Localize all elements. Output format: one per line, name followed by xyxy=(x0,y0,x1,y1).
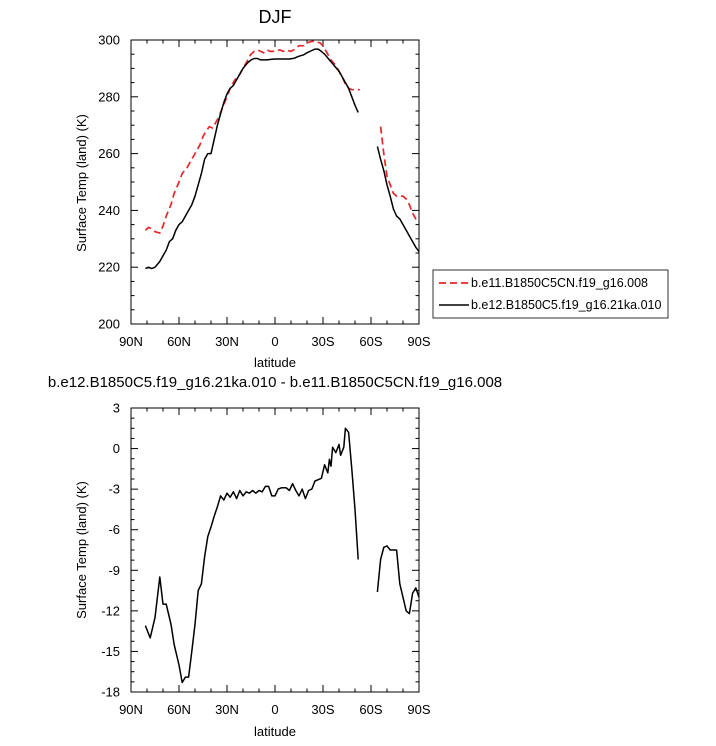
bottom-series-1-line xyxy=(376,545,420,615)
top-y-tick-label: 220 xyxy=(98,260,120,275)
top-x-tick-label: 60N xyxy=(167,334,191,349)
bottom-x-tick-label: 60S xyxy=(359,702,382,717)
bottom-y-tick-label: -3 xyxy=(108,482,120,497)
legend-label-series-1: b.e11.B1850C5CN.f19_g16.008 xyxy=(471,276,648,290)
top-x-tick-label: 30S xyxy=(311,334,334,349)
top-x-tick-label: 90N xyxy=(119,334,143,349)
top-chart-title: DJF xyxy=(259,7,292,27)
top-x-tick-label: 0 xyxy=(271,334,278,349)
top-y-tick-label: 280 xyxy=(98,89,120,104)
top-x-axis-label: latitude xyxy=(254,355,296,370)
legend-box xyxy=(432,269,669,319)
top-y-tick-label: 300 xyxy=(98,33,120,48)
top-x-tick-label: 60S xyxy=(359,334,382,349)
bottom-y-tick-label: -18 xyxy=(101,685,120,700)
bottom-series-1-line xyxy=(144,427,359,684)
top-panel: DJF Surface Temp (land) (K) latitude 90N… xyxy=(74,7,431,370)
legend: b.e11.B1850C5CN.f19_g16.008 b.e12.B1850C… xyxy=(432,269,669,319)
bottom-plot-frame xyxy=(130,407,420,693)
top-series-1-line xyxy=(379,126,420,222)
top-y-tick-label: 260 xyxy=(98,146,120,161)
bottom-panel: b.e12.B1850C5.f19_g16.21ka.010 - b.e11.B… xyxy=(48,374,502,739)
bottom-x-tick-label: 90S xyxy=(407,702,430,717)
bottom-y-axis-label: Surface Temp (land) (K) xyxy=(74,481,89,619)
top-x-tick-label: 90S xyxy=(407,334,430,349)
top-x-tick-label: 30N xyxy=(215,334,239,349)
bottom-x-tick-label: 90N xyxy=(119,702,143,717)
bottom-y-tick-label: -15 xyxy=(101,644,120,659)
bottom-x-tick-label: 30N xyxy=(215,702,239,717)
top-y-axis-label: Surface Temp (land) (K) xyxy=(74,114,89,252)
bottom-y-tick-label: -6 xyxy=(108,522,120,537)
bottom-y-tick-label: 0 xyxy=(113,441,120,456)
bottom-x-axis-label: latitude xyxy=(254,724,296,739)
bottom-y-tick-label: 3 xyxy=(113,401,120,416)
top-series-2-line xyxy=(376,146,420,253)
bottom-x-tick-label: 60N xyxy=(167,702,191,717)
bottom-chart-title: b.e12.B1850C5.f19_g16.21ka.010 - b.e11.B… xyxy=(48,374,502,391)
bottom-y-tick-label: -12 xyxy=(101,603,120,618)
top-series-1-line xyxy=(144,40,360,234)
top-y-tick-label: 240 xyxy=(98,203,120,218)
top-series-2-line xyxy=(145,48,359,270)
bottom-x-tick-label: 0 xyxy=(271,702,278,717)
legend-label-series-2: b.e12.B1850C5.f19_g16.21ka.010 xyxy=(471,298,661,312)
bottom-y-tick-label: -9 xyxy=(108,563,120,578)
bottom-x-tick-label: 30S xyxy=(311,702,334,717)
top-y-tick-label: 200 xyxy=(98,317,120,332)
top-plot-frame xyxy=(130,39,420,325)
